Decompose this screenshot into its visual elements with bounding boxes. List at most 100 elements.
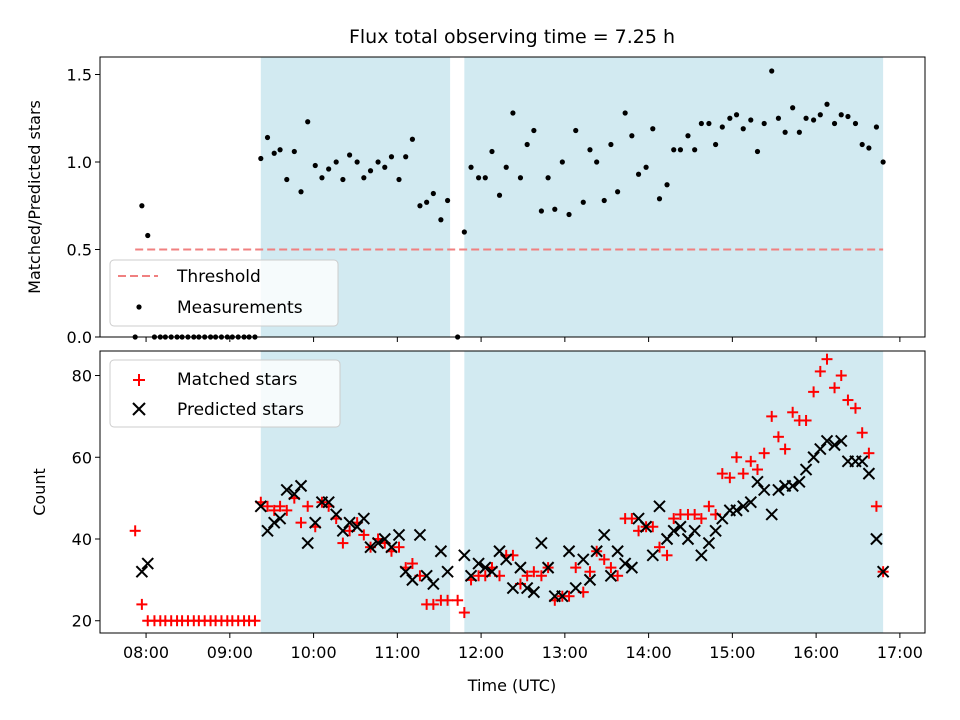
matched-star-point xyxy=(653,541,665,553)
matched-star-point xyxy=(731,451,743,463)
measurement-point xyxy=(629,133,635,139)
x-tick-label: 16:00 xyxy=(793,643,839,662)
predicted-marker-b xyxy=(751,475,764,488)
predicted-marker-b xyxy=(604,569,618,582)
predicted-star-point xyxy=(268,516,281,529)
predicted-marker-b xyxy=(350,520,364,533)
measurement-point xyxy=(685,133,691,139)
predicted-marker-b xyxy=(772,483,785,497)
predicted-star-point xyxy=(254,500,268,513)
measurement-point xyxy=(587,147,593,153)
matched-star-point xyxy=(829,382,841,394)
predicted-star-point xyxy=(527,585,541,599)
predicted-marker-b xyxy=(765,508,778,521)
matched-star-point xyxy=(295,517,307,529)
measurement-point xyxy=(615,189,621,195)
matched-star-point xyxy=(842,394,854,406)
predicted-star-point xyxy=(751,475,764,488)
measurement-point xyxy=(346,152,353,158)
matched-star-point xyxy=(808,386,820,398)
matched-stars-series xyxy=(129,353,889,627)
predicted-star-point xyxy=(434,545,448,558)
predicted-star-point xyxy=(309,516,322,529)
predicted-marker-b xyxy=(862,467,876,480)
predicted-star-point xyxy=(514,561,527,574)
x-tick-label: 09:00 xyxy=(207,643,253,662)
top-y-axis: 0.0 0.5 1.0 1.5 xyxy=(67,66,100,347)
measurement-point xyxy=(503,164,509,170)
predicted-marker-b xyxy=(399,565,412,578)
predicted-marker-b xyxy=(577,553,590,566)
predicted-marker-b xyxy=(667,524,680,538)
predicted-marker-b xyxy=(378,532,391,546)
predicted-star-point xyxy=(294,479,308,493)
matched-star-point xyxy=(442,594,454,606)
predicted-star-point xyxy=(288,487,301,501)
matched-star-point xyxy=(863,447,875,459)
matched-star-point xyxy=(129,525,141,537)
predicted-marker-b xyxy=(820,434,834,448)
predicted-star-point xyxy=(441,565,454,578)
matched-star-point xyxy=(406,558,418,570)
predicted-star-point xyxy=(611,545,624,558)
matched-star-point xyxy=(626,513,638,525)
measurement-point xyxy=(361,175,367,181)
x-tick-label: 12:00 xyxy=(458,643,504,662)
measurement-point xyxy=(271,150,277,156)
matched-star-point xyxy=(856,427,868,439)
measurement-point xyxy=(677,147,684,153)
measurement-point xyxy=(873,124,880,130)
predicted-star-point xyxy=(577,553,590,566)
predicted-star-point xyxy=(653,500,666,513)
predicted-marker-b xyxy=(876,565,890,578)
predicted-star-point xyxy=(744,496,757,509)
predicted-star-point xyxy=(807,451,820,464)
matched-star-point xyxy=(302,500,314,512)
predicted-marker-b xyxy=(632,512,645,525)
counts-panel: 20 40 60 80 08:00 09:00 10:00 11:00 12:00 13:00 1… xyxy=(30,350,926,695)
predicted-stars-legend-icon xyxy=(132,402,146,416)
measurement-point xyxy=(635,171,642,177)
predicted-marker-b xyxy=(653,500,666,513)
predicted-star-point xyxy=(814,442,827,456)
predicted-star-point xyxy=(681,532,695,546)
matched-star-point xyxy=(452,594,464,606)
predicted-star-point xyxy=(135,565,149,578)
matched-star-point xyxy=(787,406,799,418)
predicted-star-point xyxy=(562,545,576,558)
x-axis-label: Time (UTC) xyxy=(467,676,556,695)
measurement-point xyxy=(796,129,802,135)
predicted-star-point xyxy=(674,520,687,533)
predicted-marker-b xyxy=(254,500,268,513)
matched-star-point xyxy=(598,553,610,565)
predicted-marker-b xyxy=(329,508,343,521)
predicted-star-point xyxy=(329,508,343,521)
measurement-point xyxy=(748,117,754,123)
x-tick-label: 11:00 xyxy=(374,643,420,662)
measurement-point xyxy=(601,197,607,204)
predicted-marker-b xyxy=(294,479,308,493)
predicted-star-point xyxy=(737,500,750,513)
predicted-star-point xyxy=(343,516,356,529)
measurement-point xyxy=(594,159,600,165)
predicted-star-point xyxy=(322,496,335,509)
matched-star-point xyxy=(528,566,540,578)
x-tick-label: 14:00 xyxy=(626,643,672,662)
predicted-star-point xyxy=(399,565,412,578)
predicted-star-point xyxy=(646,549,659,562)
predicted-star-point xyxy=(765,508,778,521)
matched-star-point xyxy=(772,431,784,443)
predicted-marker-b xyxy=(807,451,820,464)
predicted-marker-b xyxy=(527,585,541,599)
predicted-marker-b xyxy=(343,516,356,529)
measurement-point xyxy=(782,129,788,135)
measurement-point xyxy=(403,154,409,160)
measurement-point xyxy=(291,148,297,155)
predicted-star-point xyxy=(535,536,548,550)
y-tick-label: 1.5 xyxy=(67,66,92,85)
predicted-star-point xyxy=(828,438,841,452)
measurement-point xyxy=(733,112,740,118)
legend-predicted-label: Predicted stars xyxy=(177,400,304,420)
predicted-marker-b xyxy=(406,573,419,587)
